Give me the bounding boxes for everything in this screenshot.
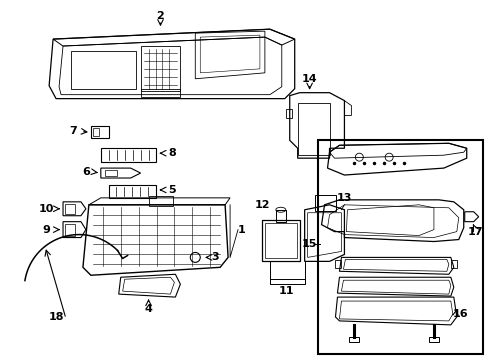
Text: 2: 2 [156,11,164,21]
Bar [450,260,456,268]
Bar [335,260,341,268]
Bar [317,140,482,354]
Text: 9: 9 [42,225,50,235]
Bar [93,129,99,136]
Bar [262,220,299,261]
Bar [148,196,173,206]
Bar [264,223,296,258]
Text: 5: 5 [168,185,176,195]
Bar [65,224,75,235]
Text: 16: 16 [452,309,468,319]
Text: 15: 15 [301,239,317,249]
Text: 12: 12 [255,200,270,210]
Text: 17: 17 [467,226,483,237]
Text: 1: 1 [238,225,245,235]
Bar [428,337,438,342]
Text: 8: 8 [168,148,176,158]
Text: 13: 13 [336,193,351,203]
Bar [104,170,117,176]
Bar [349,337,359,342]
Text: 3: 3 [211,252,219,262]
Text: 4: 4 [144,304,152,314]
Bar [275,210,285,222]
Text: 14: 14 [301,74,317,84]
Text: 6: 6 [82,167,90,177]
Text: 10: 10 [39,204,54,214]
Bar [314,195,336,211]
Text: 7: 7 [69,126,77,136]
Bar [65,204,75,214]
Bar [91,126,108,138]
Text: 18: 18 [48,312,64,322]
Text: 11: 11 [279,286,294,296]
